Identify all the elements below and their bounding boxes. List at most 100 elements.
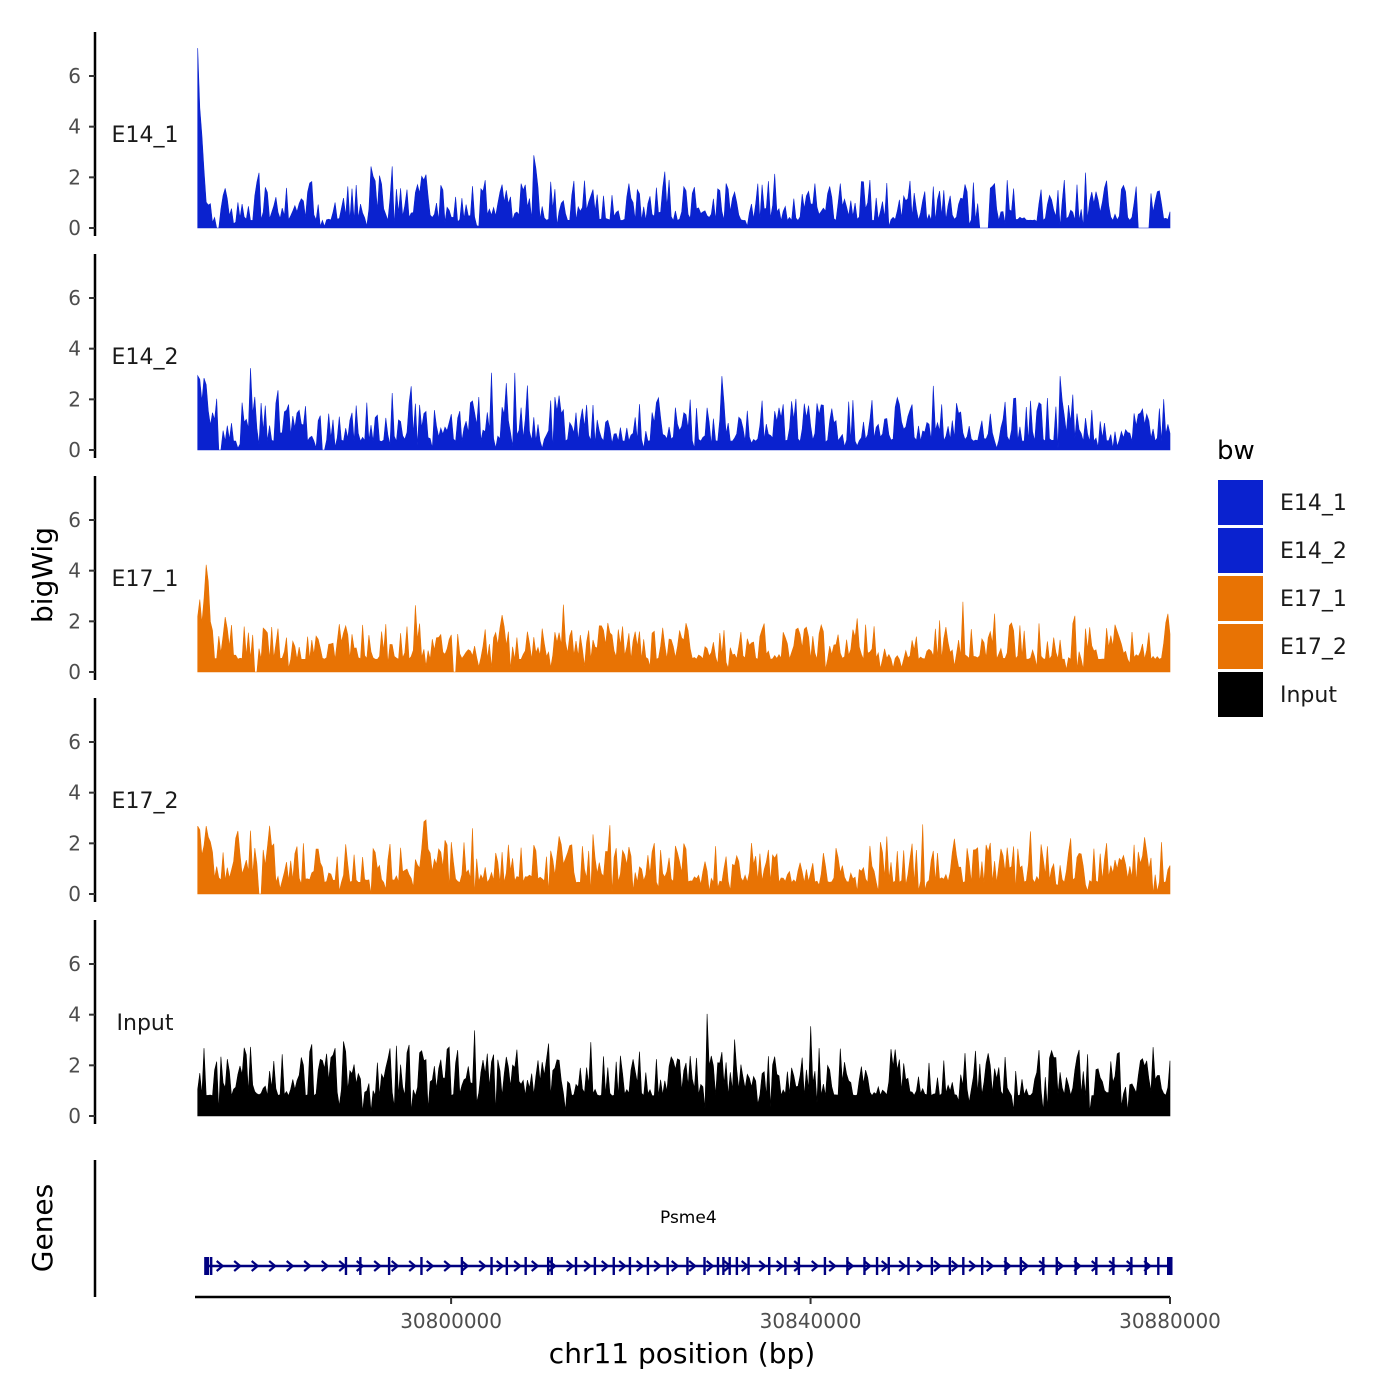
panel-e17_2: 0 2 4 6 E17_2 <box>68 698 1171 906</box>
strand-arrow-icon <box>478 1260 487 1272</box>
exon-mark <box>1095 1257 1098 1275</box>
exon-mark <box>460 1257 464 1275</box>
exon-mark <box>646 1257 650 1275</box>
y-tick-label: 4 <box>68 337 81 361</box>
legend-swatch <box>1218 480 1263 525</box>
exon-mark <box>387 1257 391 1275</box>
legend-label: E14_1 <box>1280 491 1347 516</box>
x-tick-label: 30840000 <box>760 1309 862 1333</box>
strand-arrow-icon <box>1108 1260 1117 1272</box>
exon-mark <box>823 1257 827 1275</box>
strand-arrow-icon <box>688 1260 697 1272</box>
panel-input: 0 2 4 6 Input <box>68 920 1171 1128</box>
panel-e14_2: 0 2 4 6 E14_2 <box>68 254 1171 462</box>
panel-e17_1: 0 2 4 6 E17_1 <box>68 476 1171 684</box>
strand-arrow-icon <box>373 1260 382 1272</box>
strand-arrow-icon <box>933 1260 942 1272</box>
y-tick-label: 4 <box>68 1003 81 1027</box>
strand-arrow-icon <box>320 1260 330 1272</box>
legend-label: Input <box>1280 683 1337 708</box>
track-label-e17_1: E17_1 <box>112 567 179 592</box>
y-axis-title: bigWig <box>26 527 59 623</box>
strand-arrow-icon <box>915 1260 925 1272</box>
legend-swatch <box>1218 528 1263 573</box>
y-tick-label: 0 <box>68 216 81 240</box>
exon-mark <box>1055 1257 1058 1275</box>
track-label-e17_2: E17_2 <box>112 789 179 814</box>
exon-mark <box>344 1257 348 1275</box>
strand-arrow-icon <box>565 1260 575 1272</box>
strand-arrow-icon <box>390 1260 400 1272</box>
exon-mark <box>546 1257 550 1275</box>
strand-arrow-icon <box>618 1260 627 1272</box>
y-tick-label: 2 <box>68 831 81 855</box>
y-tick-label: 0 <box>68 660 81 684</box>
strand-arrow-icon <box>670 1260 680 1272</box>
strand-arrow-icon <box>635 1260 645 1272</box>
strand-arrow-icon <box>408 1260 417 1272</box>
y-tick-label: 6 <box>68 952 81 976</box>
y-tick-label: 6 <box>68 508 81 532</box>
strand-arrow-icon <box>513 1260 522 1272</box>
exon-mark <box>1004 1257 1007 1275</box>
legend-label: E14_2 <box>1280 539 1347 564</box>
exon-mark <box>747 1257 750 1275</box>
y-tick-label: 4 <box>68 781 81 805</box>
exon-mark <box>204 1257 210 1275</box>
strand-arrow-icon <box>495 1260 505 1272</box>
exon-mark <box>768 1257 771 1275</box>
exon-mark <box>524 1257 527 1275</box>
x-axis-title: chr11 position (bp) <box>549 1337 815 1370</box>
strand-arrow-icon <box>845 1260 855 1272</box>
strand-arrow-icon <box>443 1260 452 1272</box>
exon-mark <box>420 1257 423 1275</box>
legend-swatch <box>1218 576 1263 621</box>
strand-arrow-icon <box>233 1260 242 1272</box>
exon-mark <box>728 1257 731 1275</box>
strand-arrow-icon <box>460 1260 470 1272</box>
strand-arrow-icon <box>1020 1260 1030 1272</box>
y-tick-label: 6 <box>68 64 81 88</box>
y-tick-label: 4 <box>68 559 81 583</box>
exon-mark <box>887 1257 890 1275</box>
exons <box>204 1257 1173 1275</box>
strand-arrow-icon <box>705 1260 715 1272</box>
exon-mark <box>735 1257 739 1275</box>
strand-arrow-icon <box>810 1260 820 1272</box>
legend: bw E14_1 E14_2 E17_1 E17_2 Input <box>1217 436 1347 717</box>
gene-track-title: Genes <box>26 1184 59 1272</box>
x-tick-label: 30800000 <box>400 1309 502 1333</box>
exon-mark <box>1144 1257 1147 1275</box>
strand-arrow-icon <box>828 1260 837 1272</box>
strand-arrow-icon <box>968 1260 977 1272</box>
strand-arrow-icon <box>1090 1260 1100 1272</box>
signal-panels: 0 2 4 6 E14_1 0 2 4 6 E14_2 0 2 4 6 E17_1 0 2 4 6 E17_2 0 2 4 6… <box>68 32 1171 1128</box>
exon-mark <box>686 1257 689 1275</box>
exon-mark <box>716 1257 720 1275</box>
signal-area-e14_2 <box>197 368 1171 451</box>
strand-arrow-icon <box>950 1260 960 1272</box>
exon-mark <box>593 1257 597 1275</box>
y-tick-label: 2 <box>68 387 81 411</box>
strand-arrow-icon <box>355 1260 365 1272</box>
strand-arrow-icon <box>758 1260 767 1272</box>
strand-arrow-icon <box>985 1260 995 1272</box>
signal-area-e17_2 <box>197 819 1171 895</box>
strand-arrow-icon <box>898 1260 907 1272</box>
strand-arrow-icon <box>1055 1260 1065 1272</box>
y-tick-label: 2 <box>68 165 81 189</box>
strand-arrow-icon <box>285 1260 295 1272</box>
strand-arrow-icon <box>268 1260 277 1272</box>
gene-track-panel: Psme4 <box>93 1160 1173 1297</box>
exon-mark <box>930 1257 934 1275</box>
x-tick-label: 30880000 <box>1119 1309 1221 1333</box>
strand-arrow-icon <box>583 1260 592 1272</box>
exon-mark <box>359 1257 362 1275</box>
panel-e14_1: 0 2 4 6 E14_1 <box>68 32 1171 240</box>
exon-mark <box>962 1257 965 1275</box>
signal-area-e17_1 <box>197 564 1171 673</box>
strand-arrow-icon <box>303 1260 312 1272</box>
y-tick-label: 6 <box>68 286 81 310</box>
strand-arrow-icon <box>793 1260 802 1272</box>
strand-arrow-icon <box>530 1260 540 1272</box>
